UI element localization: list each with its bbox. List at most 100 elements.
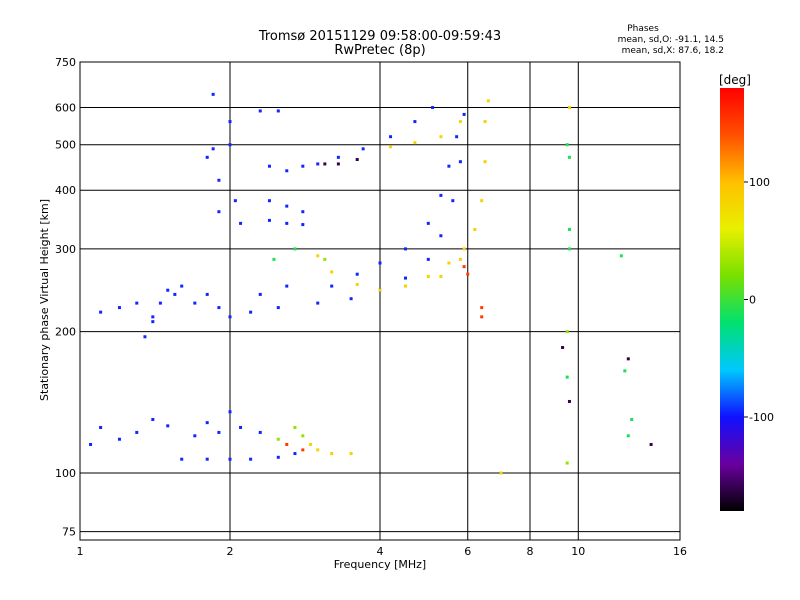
data-point bbox=[499, 471, 503, 475]
data-point bbox=[330, 284, 334, 288]
data-point bbox=[567, 106, 571, 110]
x-tick-label: 16 bbox=[673, 545, 687, 558]
data-point bbox=[239, 425, 243, 429]
x-tick-label: 4 bbox=[377, 545, 384, 558]
data-point bbox=[301, 434, 305, 438]
data-point bbox=[403, 247, 407, 251]
data-point bbox=[330, 452, 334, 456]
data-point bbox=[293, 247, 297, 251]
data-point bbox=[135, 430, 139, 434]
data-point bbox=[403, 284, 407, 288]
data-point bbox=[378, 261, 382, 265]
x-axis-label: Frequency [MHz] bbox=[334, 558, 426, 571]
data-point bbox=[99, 310, 103, 314]
y-tick-label: 200 bbox=[55, 326, 76, 339]
data-point bbox=[166, 288, 170, 292]
data-point bbox=[426, 221, 430, 225]
data-point bbox=[158, 301, 162, 305]
colorbar-label: [deg] bbox=[719, 73, 751, 87]
data-point bbox=[451, 199, 455, 203]
data-point bbox=[316, 301, 320, 305]
data-point bbox=[316, 448, 320, 452]
y-tick-label: 750 bbox=[55, 56, 76, 69]
data-point bbox=[267, 199, 271, 203]
y-tick-label: 100 bbox=[55, 467, 76, 480]
data-point bbox=[267, 218, 271, 222]
data-point bbox=[217, 306, 221, 310]
data-point bbox=[239, 221, 243, 225]
data-point bbox=[361, 147, 365, 151]
data-point bbox=[151, 417, 155, 421]
chart-title: Tromsø 20151129 09:58:00-09:59:43 bbox=[258, 29, 501, 44]
x-tick-label: 10 bbox=[571, 545, 585, 558]
data-point bbox=[565, 143, 569, 147]
colorbar-tick-label: 0 bbox=[749, 294, 756, 307]
x-tick-label: 8 bbox=[527, 545, 534, 558]
data-point bbox=[249, 310, 253, 314]
data-point bbox=[301, 210, 305, 214]
data-point bbox=[293, 425, 297, 429]
data-point bbox=[272, 257, 276, 261]
data-point bbox=[447, 261, 451, 265]
data-point bbox=[301, 164, 305, 168]
data-point bbox=[117, 306, 121, 310]
data-point bbox=[323, 257, 327, 261]
data-point bbox=[480, 199, 484, 203]
data-point bbox=[316, 162, 320, 166]
data-point bbox=[626, 357, 630, 361]
data-point bbox=[355, 282, 359, 286]
data-point bbox=[462, 112, 466, 116]
colorbar-ticks: 100 0 -100 bbox=[744, 176, 774, 424]
data-point bbox=[228, 120, 232, 124]
data-point bbox=[330, 270, 334, 274]
data-point bbox=[193, 434, 197, 438]
phases-o-line: mean, sd,O: -91.1, 14.5 bbox=[618, 35, 724, 45]
data-point bbox=[480, 306, 484, 310]
data-point bbox=[619, 254, 623, 258]
data-point bbox=[135, 301, 139, 305]
x-tick-label: 1 bbox=[77, 545, 84, 558]
data-point bbox=[205, 421, 209, 425]
data-point bbox=[308, 442, 312, 446]
data-point bbox=[403, 276, 407, 280]
data-point bbox=[565, 461, 569, 465]
data-point bbox=[180, 284, 184, 288]
data-point bbox=[473, 227, 477, 231]
data-point bbox=[567, 155, 571, 159]
y-tick-label: 400 bbox=[55, 184, 76, 197]
phases-title: Phases bbox=[627, 24, 659, 34]
data-point bbox=[293, 452, 297, 456]
data-point bbox=[447, 164, 451, 168]
data-point bbox=[89, 442, 93, 446]
data-point bbox=[567, 247, 571, 251]
data-point bbox=[378, 288, 382, 292]
data-point bbox=[258, 430, 262, 434]
data-point bbox=[205, 155, 209, 159]
phases-x-line: mean, sd,X: 87.6, 18.2 bbox=[622, 46, 724, 56]
data-point bbox=[413, 120, 417, 124]
data-point bbox=[276, 306, 280, 310]
data-point bbox=[285, 169, 289, 173]
data-point bbox=[458, 120, 462, 124]
data-point bbox=[336, 162, 340, 166]
data-point bbox=[217, 178, 221, 182]
data-point bbox=[431, 106, 435, 110]
data-point bbox=[211, 147, 215, 151]
data-point bbox=[389, 135, 393, 139]
data-point bbox=[630, 417, 634, 421]
y-tick-label: 500 bbox=[55, 139, 76, 152]
data-point bbox=[301, 448, 305, 452]
data-point bbox=[151, 315, 155, 319]
data-point bbox=[143, 335, 147, 339]
data-point bbox=[285, 284, 289, 288]
data-point bbox=[565, 330, 569, 334]
data-point bbox=[439, 275, 443, 279]
data-point bbox=[285, 204, 289, 208]
data-point bbox=[462, 265, 466, 269]
data-point bbox=[228, 315, 232, 319]
data-point bbox=[567, 399, 571, 403]
data-point bbox=[249, 457, 253, 461]
data-point bbox=[205, 457, 209, 461]
data-point bbox=[458, 160, 462, 164]
data-point bbox=[355, 158, 359, 162]
